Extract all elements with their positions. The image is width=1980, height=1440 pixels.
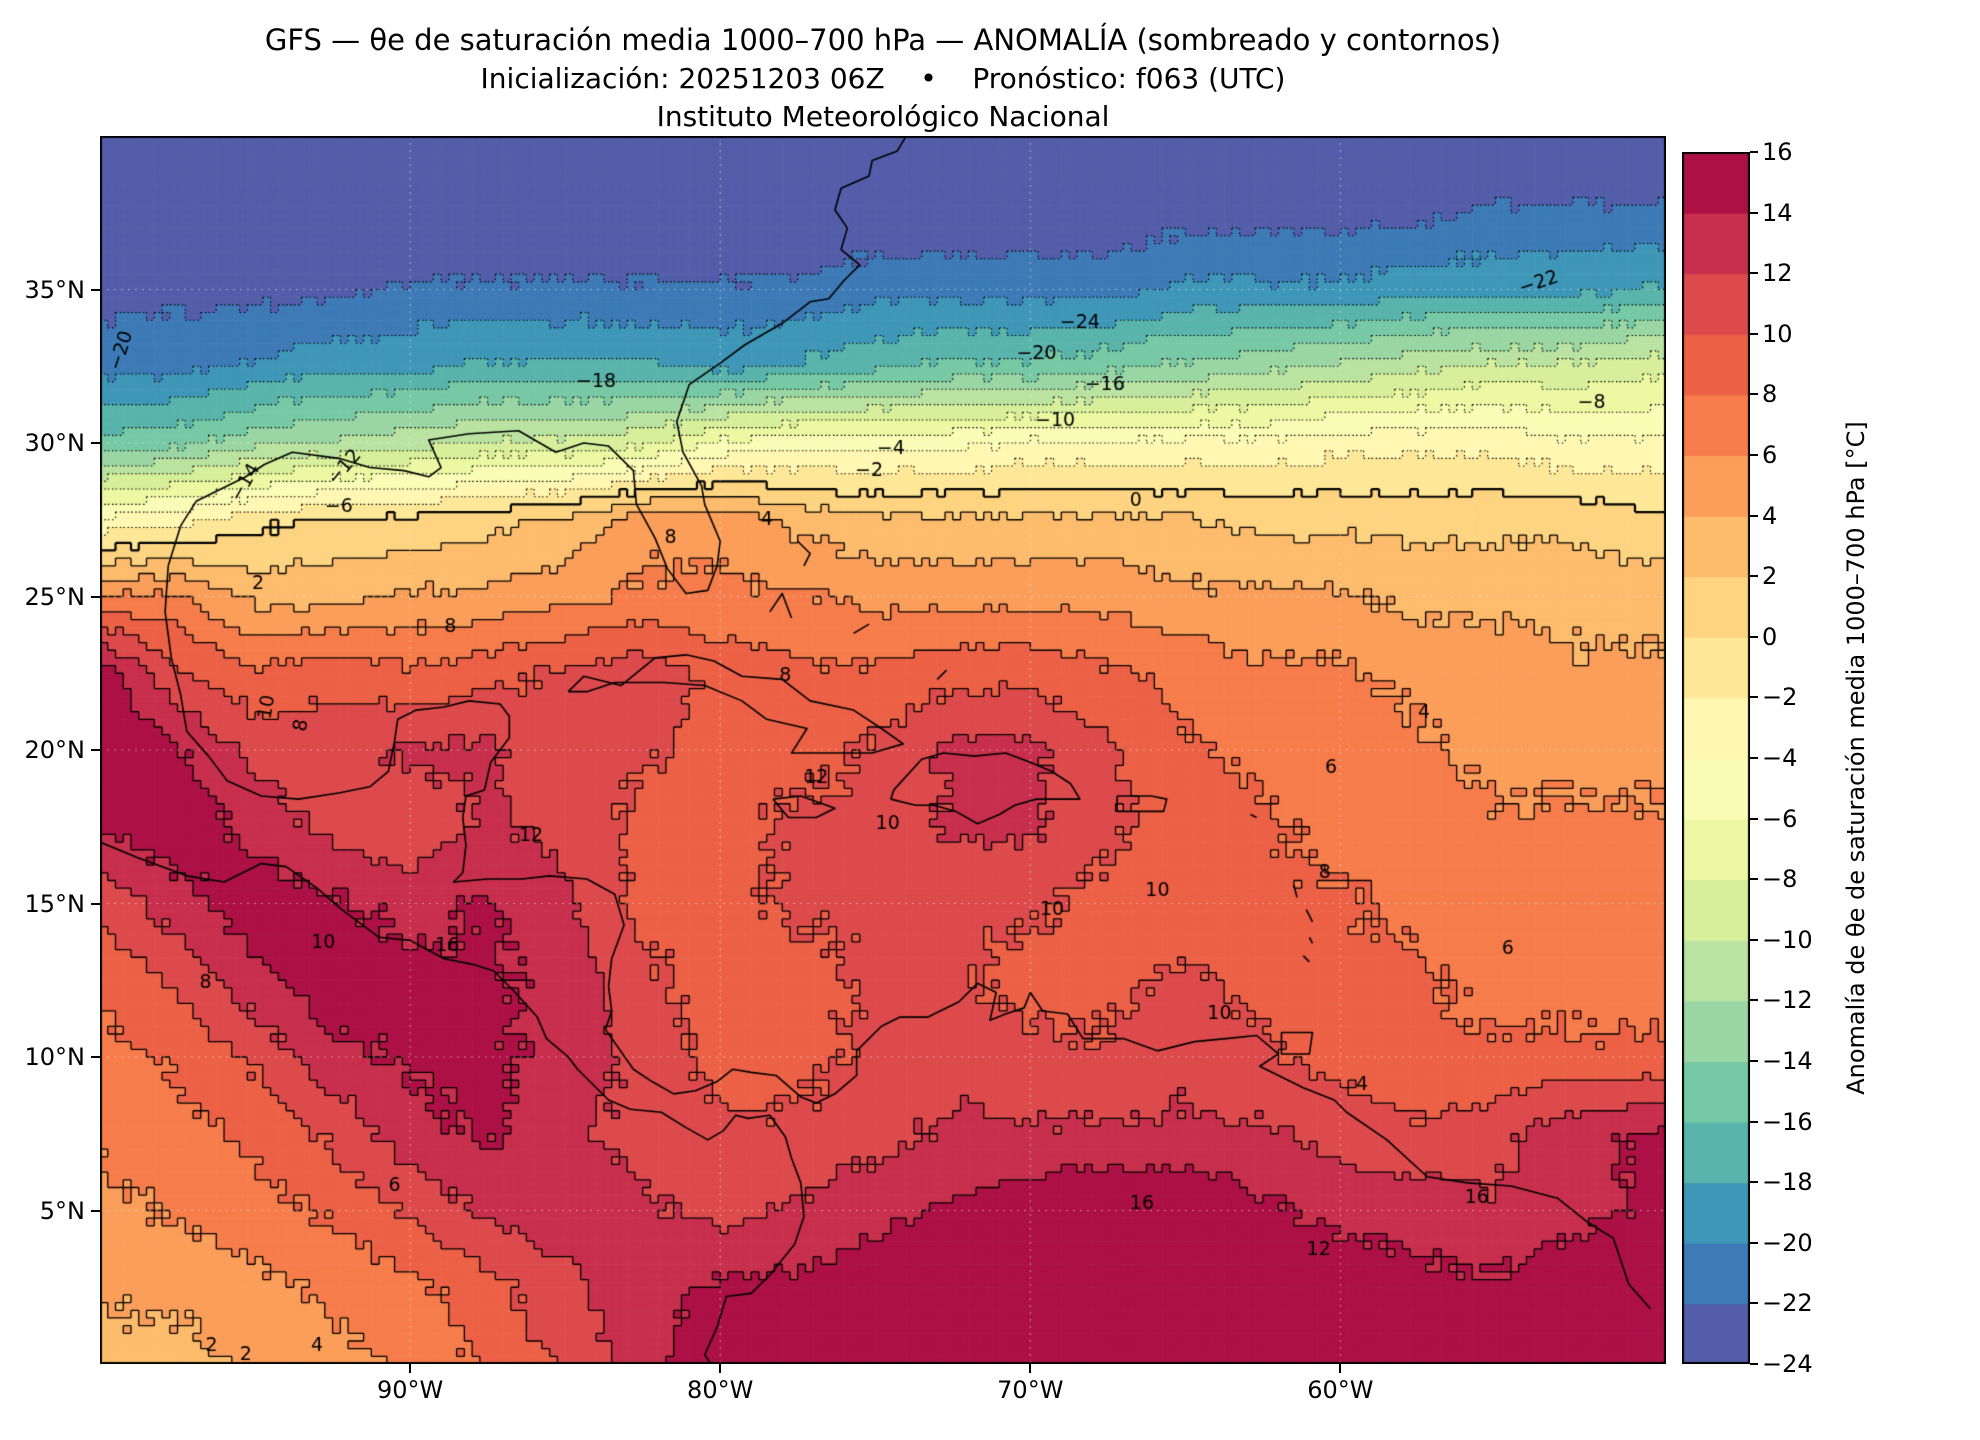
colorbar-tick-label: −24: [1762, 1350, 1813, 1378]
colorbar-tick-mark: [1750, 817, 1758, 820]
x-tick-mark: [719, 1364, 722, 1373]
colorbar-tick-mark: [1750, 151, 1758, 153]
colorbar-tick-label: −12: [1762, 986, 1813, 1015]
colorbar-tick-mark: [1750, 1060, 1758, 1062]
y-tick-label: 35°N: [24, 275, 86, 304]
chart-title: GFS — θe de saturación media 1000–700 hP…: [264, 23, 1502, 57]
colorbar-tick-label: 12: [1762, 259, 1793, 288]
y-tick-mark: [91, 1209, 100, 1212]
y-tick-label: 15°N: [24, 889, 86, 918]
colorbar-tick-label: 14: [1762, 198, 1793, 227]
colorbar-tick-mark: [1750, 211, 1758, 214]
colorbar-tick-label: −8: [1762, 865, 1798, 894]
colorbar-tick-mark: [1750, 1363, 1758, 1365]
y-tick-label: 10°N: [24, 1043, 86, 1071]
y-tick-label: 25°N: [24, 582, 86, 611]
colorbar-tick-label: 16: [1762, 138, 1793, 166]
colorbar-tick-label: −2: [1762, 683, 1798, 712]
colorbar-tick-mark: [1750, 272, 1758, 275]
x-tick-mark: [1029, 1364, 1032, 1373]
colorbar-tick-mark: [1750, 393, 1758, 396]
colorbar-tick-label: 0: [1762, 622, 1778, 651]
colorbar-tick-mark: [1750, 1241, 1758, 1244]
y-tick-label: 30°N: [24, 429, 86, 457]
colorbar-tick-label: −22: [1762, 1289, 1813, 1318]
colorbar-tick-label: −16: [1762, 1107, 1813, 1136]
colorbar-tick-label: −6: [1762, 804, 1798, 833]
colorbar-label: Anomalía de θe de saturación media 1000–…: [1842, 421, 1870, 1095]
colorbar-tick-label: 6: [1762, 441, 1778, 469]
chart-subtitle: Inicialización: 20251203 06Z • Pronóstic…: [480, 62, 1286, 95]
colorbar-tick-label: −18: [1762, 1168, 1813, 1197]
colorbar-tick-mark: [1750, 454, 1758, 456]
colorbar-tick-label: −20: [1762, 1228, 1813, 1257]
colorbar-tick-mark: [1750, 878, 1758, 881]
colorbar-tick-label: −10: [1762, 925, 1813, 954]
x-tick-label: 80°W: [687, 1376, 754, 1404]
colorbar-tick-mark: [1750, 1181, 1758, 1184]
map-canvas: [100, 136, 1666, 1364]
colorbar-tick-mark: [1750, 575, 1758, 578]
colorbar-tick-label: 10: [1762, 319, 1793, 348]
y-tick-mark: [91, 288, 100, 291]
colorbar-tick-label: −4: [1762, 744, 1798, 772]
colorbar-tick-mark: [1750, 999, 1758, 1002]
y-tick-mark: [91, 595, 100, 598]
colorbar-tick-mark: [1750, 514, 1758, 517]
x-tick-label: 70°W: [997, 1376, 1064, 1404]
colorbar-tick-label: −14: [1762, 1047, 1813, 1075]
y-tick-label: 5°N: [39, 1196, 85, 1225]
chart-institution: Instituto Meteorológico Nacional: [656, 100, 1110, 133]
x-tick-label: 90°W: [376, 1376, 444, 1404]
colorbar-tick-mark: [1750, 332, 1758, 335]
x-tick-label: 60°W: [1307, 1376, 1374, 1404]
colorbar-tick-mark: [1750, 696, 1758, 699]
colorbar-tick-label: 2: [1762, 562, 1778, 591]
y-tick-label: 20°N: [24, 736, 86, 764]
colorbar-tick-mark: [1750, 1302, 1758, 1305]
colorbar-tick-mark: [1750, 635, 1758, 638]
colorbar-tick-label: 4: [1762, 501, 1778, 530]
y-tick-mark: [91, 902, 100, 905]
y-tick-mark: [91, 749, 100, 751]
y-tick-mark: [91, 1056, 100, 1058]
x-tick-mark: [1339, 1364, 1342, 1373]
title-block: GFS — θe de saturación media 1000–700 hP…: [100, 20, 1666, 136]
colorbar-tick-mark: [1750, 1120, 1758, 1123]
colorbar-tick-mark: [1750, 938, 1758, 941]
x-tick-mark: [409, 1364, 412, 1373]
colorbar: [1682, 152, 1750, 1364]
colorbar-tick-label: 8: [1762, 380, 1778, 409]
colorbar-tick-mark: [1750, 757, 1758, 759]
y-tick-mark: [91, 442, 100, 444]
